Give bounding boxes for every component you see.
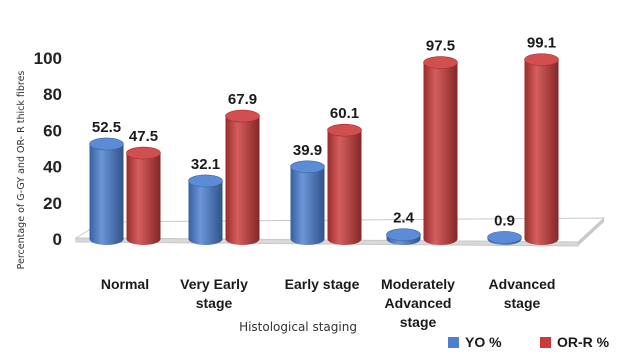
data-label: 39.9 (293, 142, 322, 159)
bar-yo (290, 160, 325, 246)
data-label: 47.5 (129, 128, 158, 145)
legend: YO % OR-R % (448, 334, 610, 350)
legend-swatch (448, 337, 459, 348)
bar-or-r (327, 123, 362, 246)
legend-swatch (540, 337, 551, 348)
category-label: Moderately Advanced stage (381, 276, 455, 330)
category-label: Advanced stage (489, 276, 556, 311)
y-tick-label: 100 (34, 49, 62, 68)
y-tick-label: 80 (43, 85, 62, 104)
floor-side (578, 218, 604, 246)
data-label: 0.9 (494, 212, 515, 229)
y-tick-label: 40 (43, 158, 62, 177)
bar-yo (89, 137, 124, 246)
bar-or-r (423, 56, 458, 246)
data-label: 32.1 (191, 156, 220, 173)
bar-or-r (126, 146, 161, 246)
bar-or-r (225, 109, 260, 246)
data-label: 97.5 (426, 38, 455, 55)
data-label: 67.9 (228, 91, 257, 108)
bar-yo (188, 174, 223, 246)
legend-item: YO % (448, 334, 502, 350)
y-axis: 0 20 40 60 80 100 (34, 49, 62, 249)
bars (89, 53, 559, 246)
bar-yo (386, 228, 421, 246)
category-label: Normal (101, 276, 149, 292)
data-label: 2.4 (393, 210, 415, 227)
category-label: Early stage (285, 276, 360, 292)
data-labels: 52.5 32.1 39.9 2.4 0.9 47.5 67.9 60.1 97.5 99.1 (92, 35, 556, 230)
y-axis-label: Percentage of G-GY and OR- R thick fibre… (16, 71, 27, 270)
category-label: Very Early stage (180, 276, 248, 311)
data-label: 52.5 (92, 119, 121, 136)
y-tick-label: 0 (53, 230, 62, 249)
y-tick-label: 60 (43, 121, 62, 140)
data-label: 99.1 (527, 35, 556, 52)
legend-label: YO % (465, 334, 502, 350)
x-axis-label: Histological staging (239, 320, 357, 334)
x-axis-categories: Normal Very Early stage Early stage Moderate… (101, 276, 556, 330)
legend-item: OR-R % (540, 334, 610, 350)
y-tick-label: 20 (43, 194, 62, 213)
legend-label: OR-R % (557, 334, 610, 350)
bar-yo (487, 231, 522, 246)
data-label: 60.1 (330, 105, 359, 122)
bar-or-r (524, 53, 559, 245)
